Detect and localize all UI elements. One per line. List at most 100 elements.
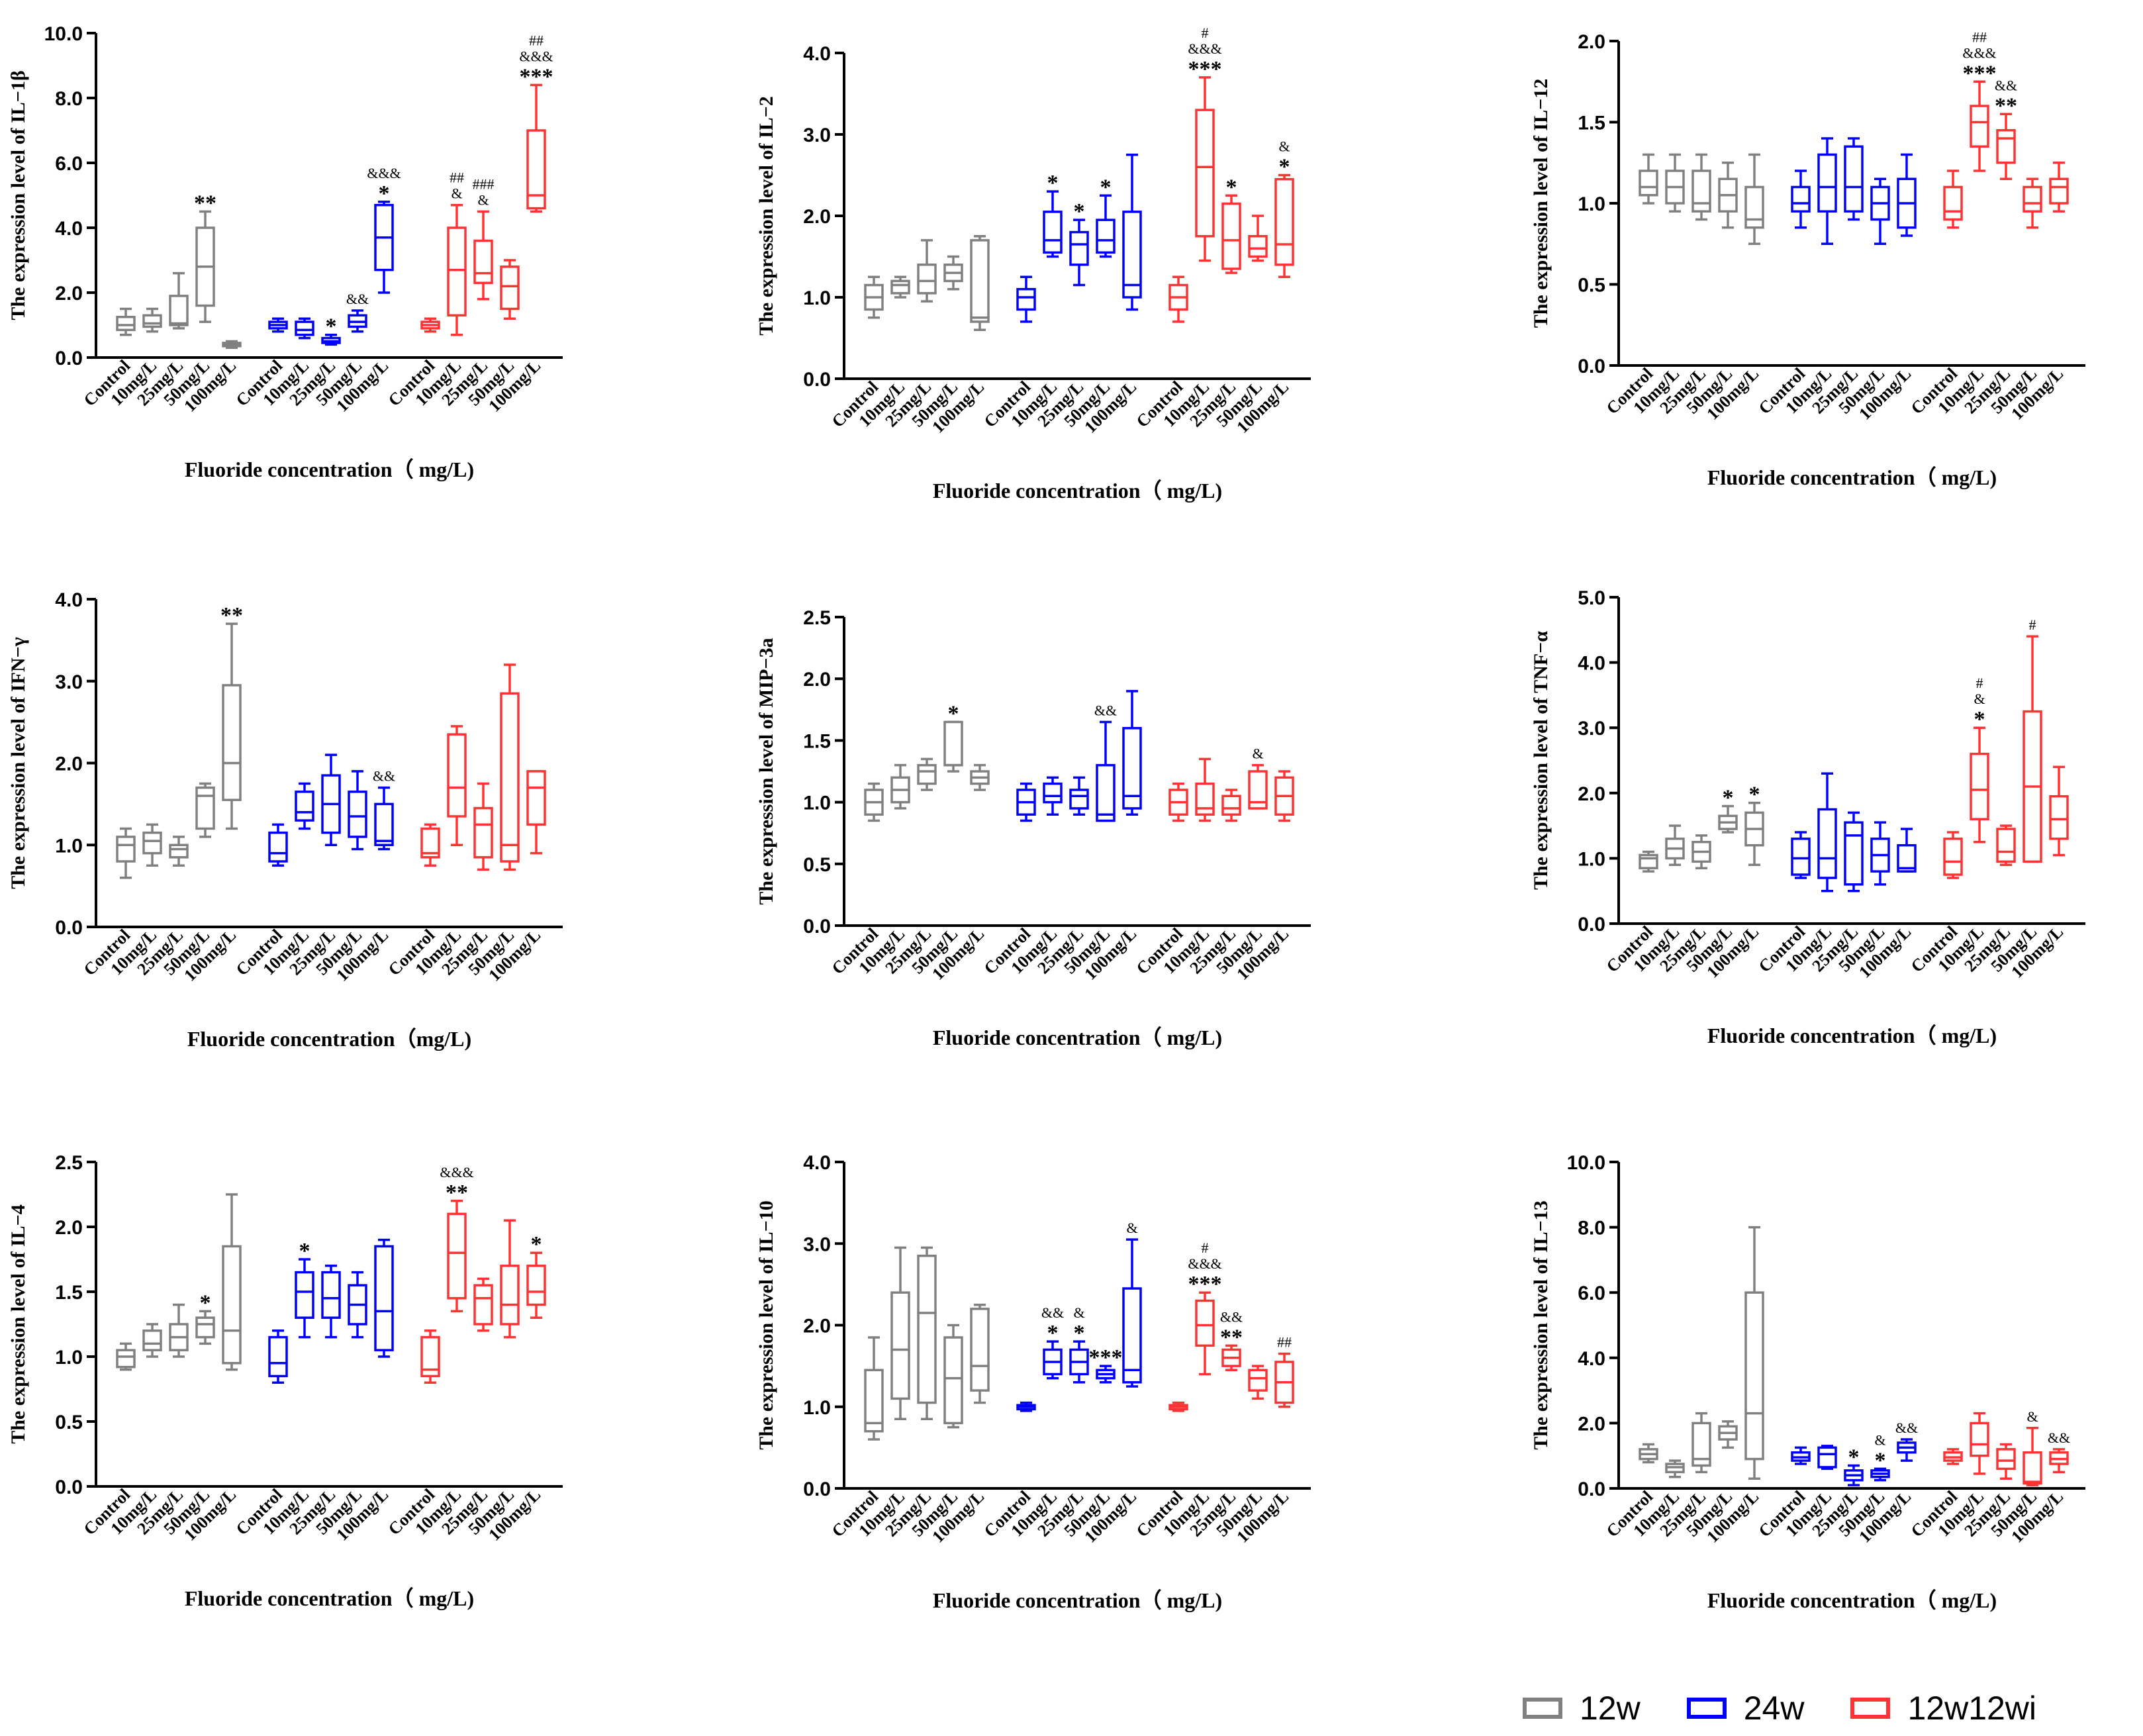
significance-annotation: ### <box>473 176 495 193</box>
y-tick-label: 1.0 <box>55 1347 83 1369</box>
significance-annotation: ## <box>529 32 544 48</box>
box-iqr <box>1639 853 1658 869</box>
chart-panel: 0.0 2.0 4.0 6.0 8.0 10.0 The expression level … <box>1530 1152 2085 1612</box>
box-iqr <box>473 239 493 285</box>
y-axis-label: The expression level of IL−12 <box>1530 79 1552 328</box>
box-iqr <box>970 239 990 323</box>
significance-annotation: &&& <box>1188 40 1221 57</box>
box-iqr <box>1195 782 1215 816</box>
significance-annotation: && <box>1094 702 1117 718</box>
significance-annotation: &&& <box>367 165 401 181</box>
box-iqr <box>1844 821 1864 886</box>
x-axis-label: Fluoride concentration（ mg/L) <box>933 479 1222 503</box>
box-iqr <box>1043 782 1063 804</box>
box-iqr <box>268 831 288 863</box>
box-iqr <box>1943 838 1963 876</box>
box-iqr <box>1122 211 1142 299</box>
y-tick-label: 2.5 <box>803 607 831 629</box>
y-tick-label: 3.0 <box>803 124 831 146</box>
box-iqr <box>169 295 189 326</box>
significance-annotation: * <box>948 701 959 726</box>
y-tick-label: 10.0 <box>1567 1152 1605 1174</box>
significance-annotation: &&& <box>519 48 553 64</box>
significance-annotation: # <box>1976 675 1983 691</box>
x-axis-label: Fluoride concentration（ mg/L) <box>185 1586 474 1610</box>
y-tick-label: 2.0 <box>1578 783 1605 805</box>
significance-annotation: * <box>326 314 337 339</box>
significance-annotation: && <box>1041 1304 1064 1321</box>
significance-annotation: # <box>1202 1239 1209 1256</box>
x-axis-label: Fluoride concentration（ mg/L) <box>185 458 474 481</box>
significance-annotation: # <box>1202 24 1209 41</box>
y-tick-label: 1.5 <box>1578 113 1605 134</box>
significance-annotation: * <box>1074 199 1085 224</box>
x-axis-label: Fluoride concentration（ mg/L) <box>933 1588 1222 1612</box>
box-iqr <box>116 836 136 863</box>
box-iqr <box>116 316 136 332</box>
significance-annotation: *** <box>1089 1345 1123 1370</box>
legend-item-12w12wi: 12w12wi <box>1850 1689 2036 1727</box>
box-iqr <box>1274 177 1294 266</box>
box-iqr <box>1970 105 1989 148</box>
y-tick-label: 3.0 <box>55 671 83 693</box>
box-iqr <box>2049 177 2069 205</box>
y-tick-label: 0.5 <box>55 1412 83 1433</box>
significance-annotation: # <box>2029 616 2036 633</box>
box-iqr <box>116 1349 136 1369</box>
box-iqr <box>222 684 242 801</box>
box-iqr <box>1016 287 1036 311</box>
significance-annotation: & <box>1126 1220 1137 1236</box>
y-tick-label: 0.5 <box>803 854 831 876</box>
significance-annotation: * <box>299 1239 310 1263</box>
y-tick-label: 2.0 <box>803 206 831 228</box>
box-iqr <box>526 129 546 210</box>
box-iqr <box>321 1271 341 1319</box>
box-iqr <box>1069 789 1089 810</box>
y-axis-label: The expression level of IL−13 <box>1530 1200 1552 1450</box>
box-iqr <box>1817 153 1837 213</box>
x-axis-label: Fluoride concentration（mg/L) <box>187 1027 471 1051</box>
y-tick-label: 1.5 <box>803 730 831 752</box>
y-axis-label: The expression level of MIP−3a <box>755 638 777 904</box>
significance-annotation: &&& <box>440 1164 473 1181</box>
box-iqr <box>1248 235 1268 258</box>
y-tick-label: 2.5 <box>55 1152 83 1174</box>
significance-annotation: * <box>1226 175 1237 199</box>
significance-annotation: & <box>451 185 462 202</box>
y-tick-label: 1.0 <box>1578 848 1605 870</box>
significance-annotation: *** <box>1188 57 1222 81</box>
box-iqr <box>295 320 314 336</box>
box-iqr <box>169 844 189 859</box>
chart-panel: 0.0 0.5 1.0 1.5 2.0 2.5 The expression level o… <box>7 1152 563 1610</box>
box-iqr <box>970 1308 990 1392</box>
y-tick-label: 2.0 <box>1578 31 1605 53</box>
significance-annotation: ** <box>446 1181 468 1205</box>
significance-annotation: & <box>1278 138 1290 155</box>
significance-annotation: * <box>531 1232 542 1257</box>
box-iqr <box>142 831 162 855</box>
significance-annotation: * <box>1279 155 1290 179</box>
box-iqr <box>447 1212 467 1300</box>
y-tick-label: 2.0 <box>55 1217 83 1239</box>
x-axis-label: Fluoride concentration（ mg/L) <box>1707 1588 1997 1612</box>
chart-panel: 0.0 1.0 2.0 3.0 4.0 5.0 The expression level o… <box>1530 587 2085 1047</box>
y-tick-label: 3.0 <box>1578 718 1605 740</box>
box-iqr <box>1195 1299 1215 1347</box>
box-iqr <box>295 791 314 822</box>
chart-panel: 0.0 2.0 4.0 6.0 8.0 10.0 The expression level … <box>7 23 563 481</box>
box-iqr <box>195 1316 215 1339</box>
significance-annotation: && <box>2048 1429 2070 1446</box>
y-tick-label: 4.0 <box>803 43 831 65</box>
chart-panel: 0.0 1.0 2.0 3.0 4.0 The expression level of I… <box>755 24 1311 503</box>
y-axis-label: The expression level of IL−2 <box>755 96 777 336</box>
box-iqr <box>374 802 394 846</box>
y-tick-label: 0.0 <box>1578 914 1605 936</box>
y-tick-label: 1.0 <box>803 793 831 814</box>
chart-panel: 0.0 1.0 2.0 3.0 4.0 The expression level of I… <box>755 1152 1311 1612</box>
y-tick-label: 4.0 <box>55 589 83 611</box>
significance-annotation: & <box>1252 746 1263 762</box>
legend-item-24w: 24w <box>1686 1689 1804 1727</box>
box-iqr <box>1844 145 1864 213</box>
chart-panel: 0.0 0.5 1.0 1.5 2.0 The expression level of I… <box>1530 28 2085 489</box>
box-iqr <box>1639 169 1658 197</box>
